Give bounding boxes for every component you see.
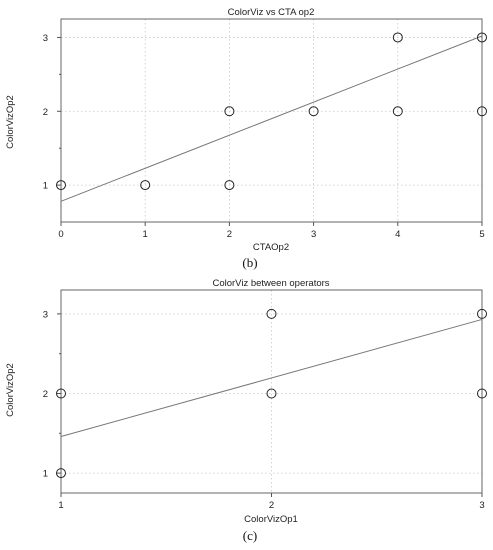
chart-c-data-point-0	[56, 468, 66, 479]
chart-b-x-axis-title: CTAOp2	[253, 242, 289, 253]
chart-b-data-point-4	[308, 106, 319, 117]
chart-b-data-point-1	[140, 180, 151, 191]
chart-panel-b: ColorViz vs CTA op2 CTAOp2 ColorVizOp2 (…	[5, 7, 487, 270]
chart-b-data-point-3	[224, 106, 235, 117]
chart-b-x-tick-label-5: 5	[479, 229, 484, 240]
chart-c-data-point-2	[266, 388, 277, 399]
chart-c-title: ColorViz between operators	[212, 278, 329, 289]
chart-c-fit-line	[60, 318, 483, 437]
chart-b-data-point-7	[477, 106, 487, 117]
chart-c-caption: (c)	[243, 528, 257, 543]
chart-b-data-point-6	[392, 32, 403, 43]
chart-b-x-tick-label-0: 0	[58, 229, 63, 240]
chart-c-x-tick-label-3: 3	[479, 500, 484, 511]
chart-b-data-point-2	[224, 180, 235, 191]
chart-c-data-point-3	[266, 308, 277, 319]
chart-c-y-tick-label-1: 1	[43, 469, 48, 480]
chart-b-fit-line	[60, 35, 483, 202]
chart-c-data-point-5	[477, 308, 487, 319]
chart-b-x-tick-label-2: 2	[227, 229, 232, 240]
chart-b-y-axis-title: ColorVizOp2	[5, 95, 16, 149]
chart-b-x-tick-label-3: 3	[311, 229, 316, 240]
chart-c-y-tick-label-3: 3	[43, 309, 48, 320]
chart-b-title: ColorViz vs CTA op2	[228, 7, 315, 18]
chart-b-data-point-5	[392, 106, 403, 117]
chart-b-caption: (b)	[242, 255, 257, 270]
chart-c-y-tick-label-2: 2	[43, 389, 48, 400]
chart-b-y-tick-label-1: 1	[43, 181, 48, 192]
chart-panel-c: ColorViz between operators ColorVizOp1 C…	[5, 278, 487, 543]
chart-c-x-tick-label-1: 1	[58, 500, 63, 511]
chart-b-x-tick-label-1: 1	[143, 229, 148, 240]
chart-c-data-point-1	[56, 388, 66, 399]
chart-b-x-tick-label-4: 4	[395, 229, 400, 240]
chart-c-x-tick-label-2: 2	[269, 500, 274, 511]
chart-b-plot-frame	[60, 18, 483, 223]
chart-b-y-tick-label-2: 2	[43, 107, 48, 118]
chart-b-y-tick-label-3: 3	[43, 33, 48, 44]
chart-c-y-axis-title: ColorVizOp2	[5, 363, 16, 417]
chart-b-data-point-0	[56, 180, 66, 191]
chart-b-data-point-8	[477, 32, 487, 43]
chart-c-x-axis-title: ColorVizOp1	[244, 514, 298, 525]
chart-c-data-point-4	[477, 388, 487, 399]
